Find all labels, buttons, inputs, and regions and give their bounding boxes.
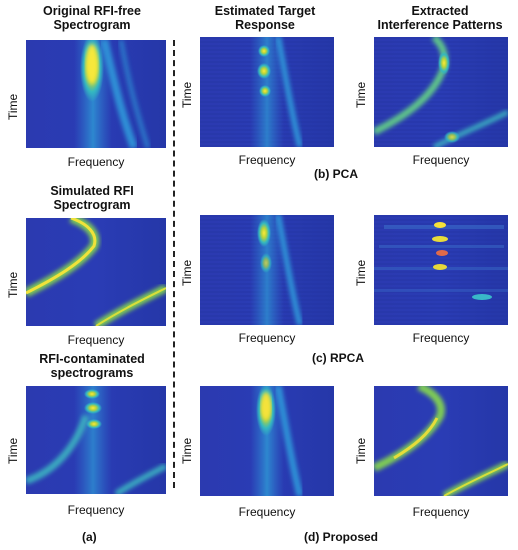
column-divider [173,40,175,488]
xlabel-r2c3: Frequency [412,331,470,345]
ylabel-r1c1: Time [6,93,20,120]
xlabel-r2c2: Frequency [238,331,296,345]
ylabel-r2c1: Time [6,271,20,298]
ylabel-r3c3: Time [354,437,368,464]
ylabel-r3c2: Time [180,437,194,464]
ylabel-r2c3: Time [354,259,368,286]
ylabel-r1c2: Time [180,81,194,108]
xlabel-r3c2: Frequency [238,505,296,519]
caption-a: (a) [82,530,97,544]
spectrogram-pca-target [200,37,334,147]
spectrogram-rpca-target [200,215,334,325]
xlabel-r1c3: Frequency [412,153,470,167]
spectrogram-proposed-interference [374,386,508,496]
header-simulated-rfi: Simulated RFI Spectrogram [50,184,134,212]
header-original: Original RFI-free Spectrogram [43,4,141,32]
spectrogram-rfi-contaminated [26,386,166,494]
xlabel-r3c3: Frequency [412,505,470,519]
header-contaminated: RFI-contaminated spectrograms [39,352,145,380]
caption-rpca: (c) RPCA [312,351,365,365]
ylabel-r1c3: Time [354,81,368,108]
spectrogram-pca-interference [374,37,508,147]
xlabel-r1c1: Frequency [67,155,125,169]
caption-proposed: (d) Proposed [304,530,378,544]
spectrogram-simulated-rfi [26,218,166,326]
xlabel-r1c2: Frequency [238,153,296,167]
spectrogram-original-rfi-free [26,40,166,148]
header-extracted: Extracted Interference Patterns [377,4,503,32]
ylabel-r3c1: Time [6,437,20,464]
xlabel-r3c1: Frequency [67,503,125,517]
xlabel-r2c1: Frequency [67,333,125,347]
spectrogram-rpca-interference [374,215,508,325]
spectrogram-proposed-target [200,386,334,496]
ylabel-r2c2: Time [180,259,194,286]
caption-pca: (b) PCA [314,167,358,181]
header-estimated: Estimated Target Response [214,4,316,32]
